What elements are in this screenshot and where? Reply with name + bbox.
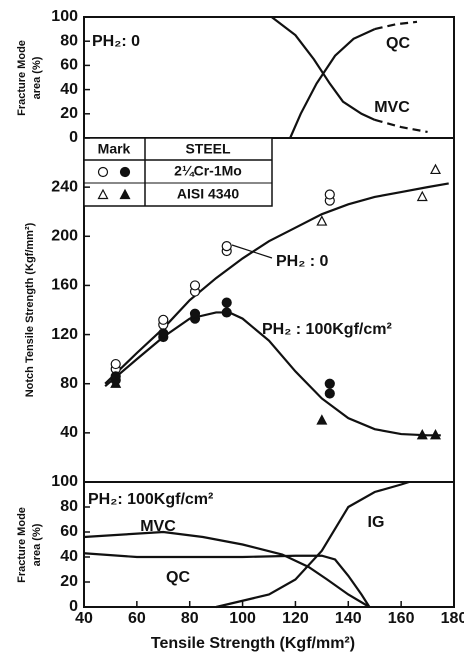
- annotation: QC: [386, 35, 410, 52]
- marker: [324, 189, 335, 200]
- legend-table: Mark STEEL 2¼Cr-1Mo AISI 4340: [83, 137, 273, 207]
- y-tick-label: 80: [60, 32, 78, 49]
- y-tick-label: 80: [60, 375, 78, 392]
- annotation: QC: [166, 569, 190, 586]
- x-tick-label: 180: [441, 610, 464, 627]
- marker: [430, 163, 441, 175]
- y-axis-label: area (%): [31, 56, 43, 99]
- marker: [416, 429, 428, 440]
- y-tick-label: 20: [60, 105, 78, 122]
- curve: [289, 28, 376, 139]
- legend-header: STEEL: [185, 141, 231, 157]
- y-axis-label: Fracture Mode: [16, 40, 28, 116]
- annotation: PH₂ : 0: [276, 253, 329, 270]
- annotation: PH₂: 0: [92, 33, 140, 50]
- annotation: MVC: [140, 518, 176, 535]
- y-tick-label: 120: [51, 326, 78, 343]
- annotation: MVC: [374, 99, 410, 116]
- fit-curve: [104, 182, 449, 385]
- plot-frame: [83, 16, 455, 608]
- y-axis-label: Fracture Mode: [16, 507, 28, 583]
- marker: [324, 378, 335, 389]
- y-tick-label: 100: [51, 473, 78, 490]
- x-tick-label: 60: [128, 610, 146, 627]
- marker: [189, 308, 201, 319]
- y-tick-label: 240: [51, 178, 78, 195]
- y-tick-label: 80: [60, 498, 78, 515]
- y-axis-label: area (%): [31, 523, 43, 566]
- marker: [189, 280, 201, 291]
- curve: [374, 118, 428, 134]
- legend-entry: 2¼Cr-1Mo: [174, 163, 242, 179]
- x-tick-label: 80: [181, 610, 199, 627]
- marker: [316, 414, 328, 425]
- marker: [221, 241, 232, 252]
- legend-box: [83, 137, 273, 207]
- y-tick-label: 0: [69, 598, 78, 615]
- y-tick-label: 160: [51, 277, 78, 294]
- marker: [221, 297, 232, 308]
- marker: [158, 314, 169, 325]
- curve: [83, 530, 370, 608]
- y-tick-label: 100: [51, 8, 78, 25]
- legend-marker: [119, 188, 131, 200]
- y-tick-label: 40: [60, 81, 78, 98]
- x-tick-label: 120: [282, 610, 309, 627]
- y-tick-label: 20: [60, 573, 78, 590]
- curve: [374, 20, 418, 31]
- leader-line: [231, 244, 273, 259]
- y-tick-label: 60: [60, 523, 78, 540]
- marker: [221, 307, 232, 318]
- marker: [158, 328, 169, 339]
- y-tick-label: 40: [60, 424, 78, 441]
- legend-marker: [97, 166, 109, 178]
- marker: [416, 190, 428, 202]
- legend-marker: [119, 166, 131, 178]
- x-tick-label: 100: [229, 610, 256, 627]
- annotation: PH₂ : 100Kgf/cm²: [262, 321, 392, 338]
- legend-header: Mark: [98, 141, 131, 157]
- marker: [316, 215, 328, 226]
- curve: [270, 16, 376, 121]
- curve: [215, 480, 410, 609]
- y-axis-label: Notch Tensile Strength (Kgf/mm²): [24, 222, 36, 397]
- legend-entry: AISI 4340: [177, 186, 239, 202]
- x-tick-label: 140: [335, 610, 362, 627]
- fit-curve: [104, 311, 441, 437]
- annotation: PH₂: 100Kgf/cm²: [88, 491, 213, 508]
- x-axis-label: Tensile Strength (Kgf/mm²): [151, 635, 355, 652]
- y-tick-label: 200: [51, 228, 78, 245]
- x-tick-label: 40: [75, 610, 93, 627]
- legend-marker: [97, 188, 109, 200]
- curve: [83, 552, 371, 608]
- marker: [110, 358, 121, 370]
- x-tick-label: 160: [388, 610, 415, 627]
- y-tick-label: 60: [60, 57, 78, 74]
- y-tick-label: 0: [69, 129, 78, 146]
- annotation: IG: [368, 514, 385, 531]
- marker: [430, 429, 441, 440]
- marker: [110, 377, 122, 388]
- marker: [324, 388, 335, 399]
- y-tick-label: 40: [60, 548, 78, 565]
